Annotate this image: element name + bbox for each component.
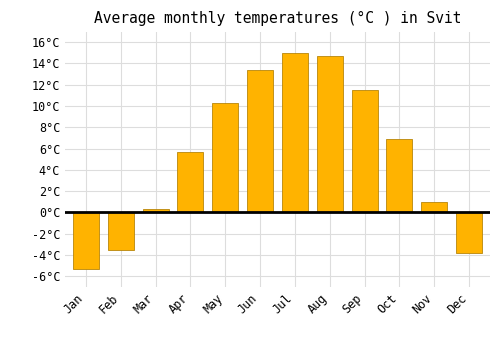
Bar xyxy=(108,212,134,250)
Bar xyxy=(386,139,412,212)
Bar xyxy=(247,70,273,212)
Bar xyxy=(316,56,343,212)
Bar xyxy=(212,103,238,212)
Bar xyxy=(282,53,308,212)
Bar xyxy=(352,90,378,212)
Bar xyxy=(456,212,482,253)
Bar xyxy=(421,202,448,212)
Bar xyxy=(178,152,204,212)
Bar xyxy=(73,212,99,269)
Title: Average monthly temperatures (°C ) in Svit: Average monthly temperatures (°C ) in Sv… xyxy=(94,11,461,26)
Bar xyxy=(142,209,169,212)
